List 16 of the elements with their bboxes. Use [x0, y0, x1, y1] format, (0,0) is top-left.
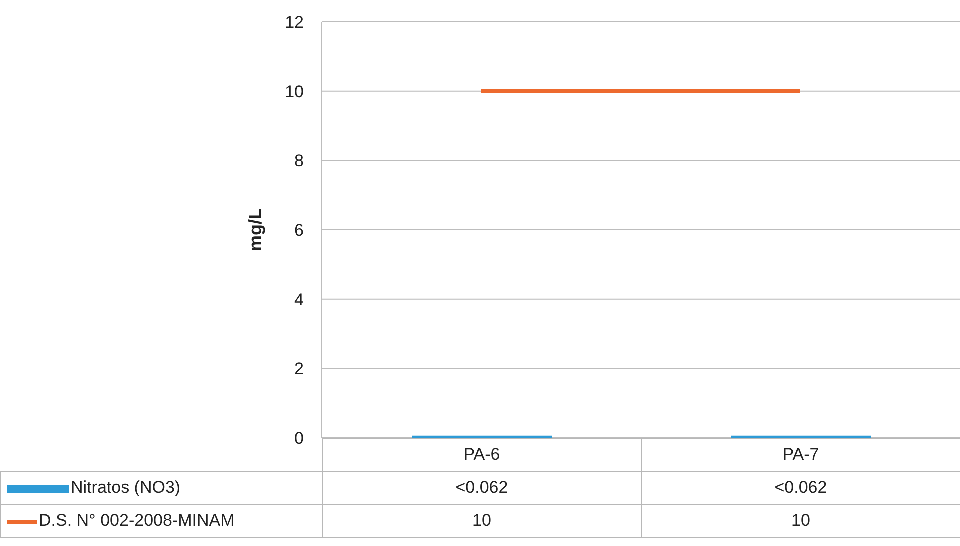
y-axis-title: mg/L	[245, 208, 266, 252]
y-tick-label: 2	[294, 360, 304, 379]
x-tick-label: PA-7	[642, 438, 960, 472]
data-label: <0.062	[322, 472, 642, 504]
y-tick-label: 8	[294, 152, 304, 171]
y-tick-label: 6	[294, 221, 304, 240]
y-tick-label: 0	[294, 429, 304, 448]
data-label: 10	[642, 504, 960, 538]
legend-label: D.S. N° 002-2008-MINAM	[39, 511, 235, 530]
data-label: <0.062	[642, 472, 960, 504]
x-tick-label: PA-6	[322, 438, 642, 472]
data-label: 10	[322, 504, 642, 538]
legend-label: Nitratos (NO3)	[71, 478, 181, 497]
y-tick-label: 10	[285, 82, 304, 102]
y-tick-label: 4	[294, 290, 304, 310]
y-tick-label: 12	[285, 13, 304, 32]
